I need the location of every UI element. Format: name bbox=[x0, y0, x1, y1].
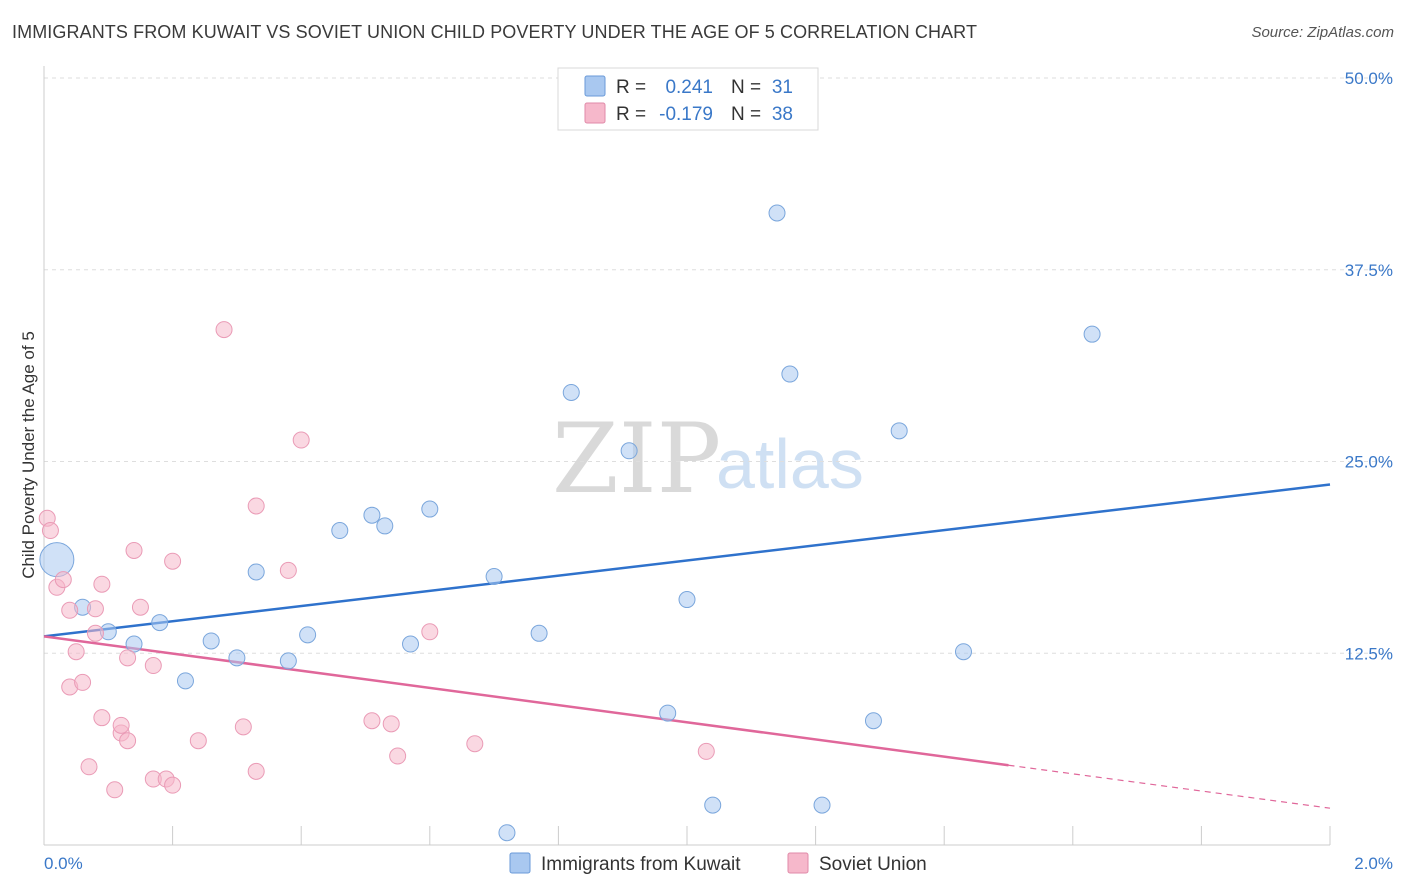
axes bbox=[43, 66, 1331, 846]
y-tick-labels: 12.5% 25.0% 37.5% 50.0% bbox=[1345, 69, 1393, 663]
kuwait-point bbox=[813, 796, 831, 814]
soviet-point bbox=[466, 735, 484, 753]
soviet-point bbox=[119, 649, 137, 667]
soviet-point bbox=[93, 575, 111, 593]
legend-n-value: 31 bbox=[772, 77, 793, 98]
watermark-zip: ZIP bbox=[552, 403, 721, 515]
soviet-point bbox=[215, 321, 233, 339]
y-tick-label: 12.5% bbox=[1345, 644, 1393, 663]
kuwait-point bbox=[620, 442, 638, 460]
soviet-point bbox=[363, 712, 381, 730]
series-legend-swatch-kuwait bbox=[509, 852, 531, 874]
kuwait-point bbox=[659, 704, 677, 722]
kuwait-point bbox=[485, 568, 503, 586]
kuwait-point bbox=[562, 383, 580, 401]
kuwait-point bbox=[402, 635, 420, 653]
trend-lines bbox=[43, 483, 1331, 809]
soviet-point bbox=[131, 598, 149, 616]
y-tick-label: 50.0% bbox=[1345, 69, 1393, 88]
kuwait-point bbox=[376, 517, 394, 535]
soviet-point bbox=[119, 732, 137, 750]
soviet-point bbox=[234, 718, 252, 736]
legend-swatch-kuwait bbox=[584, 75, 606, 97]
x-tick-label: 0.0% bbox=[44, 854, 83, 873]
x-tick-label: 2.0% bbox=[1354, 854, 1393, 873]
soviet-point bbox=[125, 541, 143, 559]
soviet-point bbox=[86, 600, 104, 618]
y-tick-label: 25.0% bbox=[1345, 453, 1393, 472]
soviet-point bbox=[54, 571, 72, 589]
kuwait-point bbox=[228, 649, 246, 667]
soviet-point bbox=[164, 776, 182, 794]
legend-r-value: -0.179 bbox=[659, 104, 713, 125]
kuwait-point bbox=[954, 643, 972, 661]
chart-title: IMMIGRANTS FROM KUWAIT VS SOVIET UNION C… bbox=[12, 22, 978, 42]
soviet-point bbox=[247, 497, 265, 515]
legend-n-label: N = bbox=[731, 77, 761, 98]
source-credit: Source: ZipAtlas.com bbox=[1251, 24, 1394, 41]
kuwait-point bbox=[299, 626, 317, 644]
legend-r-value: 0.241 bbox=[665, 77, 713, 98]
watermark-atlas: atlas bbox=[716, 425, 864, 503]
soviet-point bbox=[41, 522, 59, 540]
kuwait-point bbox=[1083, 325, 1101, 343]
kuwait-point bbox=[781, 365, 799, 383]
soviet-point bbox=[61, 601, 79, 619]
soviet-point bbox=[74, 673, 92, 691]
legend-r-label: R = bbox=[616, 104, 646, 125]
soviet-point bbox=[93, 709, 111, 727]
soviet-point bbox=[67, 643, 85, 661]
soviet-point bbox=[112, 716, 130, 734]
kuwait-point bbox=[678, 591, 696, 609]
soviet-point bbox=[421, 623, 439, 641]
soviet-point bbox=[144, 657, 162, 675]
kuwait-point bbox=[125, 635, 143, 653]
series-legend-label-kuwait: Immigrants from Kuwait bbox=[541, 854, 741, 875]
kuwait-point bbox=[421, 500, 439, 518]
soviet-point bbox=[247, 762, 265, 780]
kuwait-point bbox=[530, 624, 548, 642]
series-legend-label-soviet: Soviet Union bbox=[819, 854, 927, 875]
kuwait-point bbox=[151, 614, 169, 632]
kuwait-point bbox=[890, 422, 908, 440]
kuwait-point bbox=[279, 652, 297, 670]
kuwait-point bbox=[704, 796, 722, 814]
data-points bbox=[38, 204, 1101, 842]
soviet-point bbox=[106, 781, 124, 799]
soviet-point bbox=[164, 552, 182, 570]
soviet-point bbox=[279, 561, 297, 579]
soviet-trend-line bbox=[43, 635, 1009, 767]
soviet-point bbox=[389, 747, 407, 765]
y-axis-label: Child Poverty Under the Age of 5 bbox=[19, 331, 38, 579]
legend-swatch-soviet bbox=[584, 102, 606, 124]
soviet-trend-extension bbox=[1008, 764, 1331, 809]
legend-n-label: N = bbox=[731, 104, 761, 125]
kuwait-point bbox=[202, 632, 220, 650]
legend-r-label: R = bbox=[616, 77, 646, 98]
soviet-point bbox=[292, 431, 310, 449]
soviet-point bbox=[382, 715, 400, 733]
x-tick-labels: 0.0% 2.0% bbox=[44, 854, 1393, 873]
soviet-point bbox=[189, 732, 207, 750]
kuwait-point bbox=[768, 204, 786, 222]
gridlines bbox=[44, 77, 1394, 654]
series-legend-swatch-soviet bbox=[787, 852, 809, 874]
legend-n-value: 38 bbox=[772, 104, 793, 125]
kuwait-point bbox=[247, 563, 265, 581]
kuwait-point bbox=[331, 522, 349, 540]
soviet-point bbox=[86, 624, 104, 642]
kuwait-trend-line bbox=[43, 483, 1331, 638]
y-tick-label: 37.5% bbox=[1345, 261, 1393, 280]
watermark: ZIP atlas bbox=[552, 403, 864, 515]
kuwait-point bbox=[498, 824, 516, 842]
soviet-point bbox=[697, 742, 715, 760]
series-legend: Immigrants from Kuwait Soviet Union bbox=[509, 852, 927, 875]
kuwait-point bbox=[363, 506, 381, 524]
stats-legend: R = 0.241 N = 31 R = -0.179 N = 38 bbox=[557, 67, 819, 131]
kuwait-point bbox=[39, 542, 75, 578]
kuwait-point bbox=[176, 672, 194, 690]
kuwait-point bbox=[864, 712, 882, 730]
soviet-point bbox=[80, 758, 98, 776]
